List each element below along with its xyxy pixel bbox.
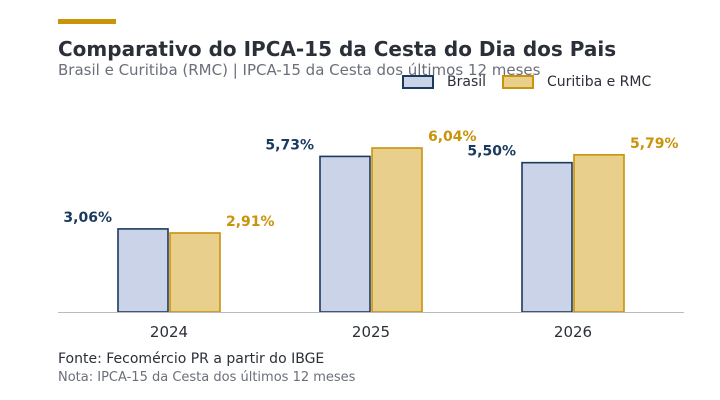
value-label-curitiba-2024: 2,91% xyxy=(226,214,275,230)
value-label-curitiba-2026: 5,79% xyxy=(630,136,679,152)
value-label-brasil-2025: 5,73% xyxy=(265,137,314,153)
value-label-brasil-2024: 3,06% xyxy=(63,210,112,226)
bar-brasil-2024 xyxy=(117,228,169,313)
source-note: Fonte: Fecomércio PR a partir do IBGE xyxy=(58,351,325,367)
x-tick-label-2024: 2024 xyxy=(150,323,188,341)
legend-swatch-brasil xyxy=(402,75,434,89)
bar-curitiba-2026 xyxy=(573,153,625,313)
value-label-brasil-2026: 5,50% xyxy=(467,144,516,160)
bar-brasil-2025 xyxy=(319,155,371,313)
value-labels-group: 3,06% 2,91% 5,73% 6,04%5,50% 5,79% xyxy=(63,129,678,230)
x-tick-label-2026: 2026 xyxy=(554,323,592,341)
title-accent-bar xyxy=(58,19,116,24)
chart-subtitle: Brasil e Curitiba (RMC) | IPCA-15 da Ces… xyxy=(58,61,541,79)
x-tick-label-2025: 2025 xyxy=(352,323,390,341)
chart-legend: Brasil Curitiba e RMC xyxy=(402,74,667,90)
legend-label-brasil: Brasil xyxy=(447,74,487,90)
footnote: Nota: IPCA-15 da Cesta dos últimos 12 me… xyxy=(58,370,356,385)
legend-swatch-curitiba xyxy=(502,75,535,89)
bar-brasil-2026 xyxy=(521,161,573,313)
bar-curitiba-2025 xyxy=(371,147,423,313)
legend-item-curitiba: Curitiba e RMC xyxy=(502,74,651,90)
chart-title: Comparativo do IPCA-15 da Cesta do Dia d… xyxy=(58,37,617,61)
x-tick-labels-group: 2024 2025 2026 xyxy=(150,323,592,341)
legend-label-curitiba: Curitiba e RMC xyxy=(547,74,652,90)
bar-curitiba-2024 xyxy=(169,232,221,313)
value-label-curitiba-2025: 6,04% xyxy=(428,129,477,145)
bars-group xyxy=(117,147,625,313)
legend-item-brasil: Brasil xyxy=(402,74,486,90)
